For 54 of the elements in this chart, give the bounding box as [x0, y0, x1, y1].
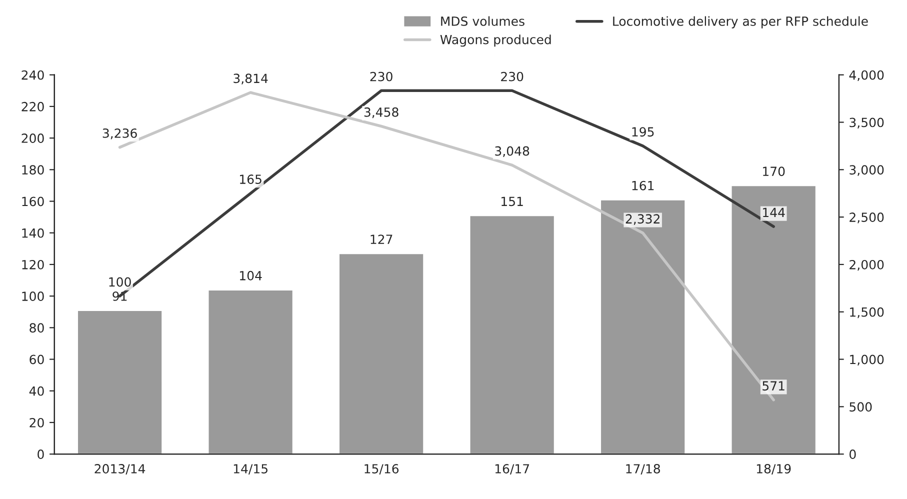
y-tick-label: 100 [22, 292, 44, 301]
data-label: 161 [632, 180, 654, 190]
data-label: 230 [370, 72, 392, 82]
data-label: 195 [632, 127, 654, 137]
y-tick-label: 140 [22, 228, 44, 238]
y2-tick-label: 1,500 [850, 307, 884, 318]
y-tick-label: 180 [22, 165, 44, 175]
y2-tick-label: 2,000 [850, 260, 884, 271]
y2-tick-label: 3,000 [850, 165, 884, 176]
data-label: 230 [501, 72, 524, 82]
y-tick-label: 40 [29, 386, 44, 396]
bar [730, 184, 817, 454]
data-label: 3,048 [495, 146, 530, 158]
y2-tick-label: 3,500 [850, 118, 884, 128]
y-tick-label: 240 [22, 70, 44, 80]
y2-tick-label: 2,500 [850, 212, 884, 224]
y2-tick-label: 0 [850, 450, 856, 460]
y-tick-label: 220 [22, 102, 44, 112]
y-tick-label: 160 [22, 196, 44, 206]
legend-label: Locomotive delivery as per RFP schedule [613, 16, 868, 28]
data-label: 144 [763, 208, 785, 217]
y-tick-label: 200 [22, 134, 44, 143]
x-tick-label: 14/15 [234, 464, 268, 474]
data-label: 151 [502, 196, 523, 206]
data-label: 127 [370, 234, 392, 244]
data-label: 165 [240, 174, 262, 184]
data-label: 104 [240, 270, 262, 280]
x-tick-label: 17/18 [626, 464, 660, 474]
y2-tick-label: 500 [850, 402, 872, 412]
x-tick-label: 15/16 [364, 464, 399, 474]
data-label: 3,814 [234, 74, 268, 84]
legend-label: Wagons produced [440, 34, 551, 47]
x-tick-label: 16/17 [495, 464, 530, 474]
y2-tick-label: 1,000 [850, 354, 884, 366]
bar [207, 289, 294, 454]
x-tick-label: 2013/14 [94, 464, 146, 474]
y-tick-label: 0 [38, 450, 44, 460]
x-tick-label: 18/19 [756, 464, 791, 474]
data-label: 2,332 [626, 214, 660, 225]
y-tick-label: 120 [22, 260, 44, 270]
y-tick-label: 20 [30, 418, 44, 428]
y2-tick-label: 4,000 [849, 70, 884, 82]
bar [338, 252, 425, 454]
bar [468, 214, 556, 454]
bar [76, 310, 163, 454]
data-label: 3,236 [102, 128, 137, 140]
data-label: 100 [109, 277, 131, 287]
y-tick-label: 60 [30, 354, 44, 364]
y-tick-label: 80 [30, 323, 44, 333]
bar [600, 198, 686, 454]
data-label: 170 [763, 166, 785, 176]
legend-label: MDS volumes [441, 16, 524, 26]
data-label: 571 [762, 381, 784, 391]
data-label: 3,458 [364, 107, 398, 118]
